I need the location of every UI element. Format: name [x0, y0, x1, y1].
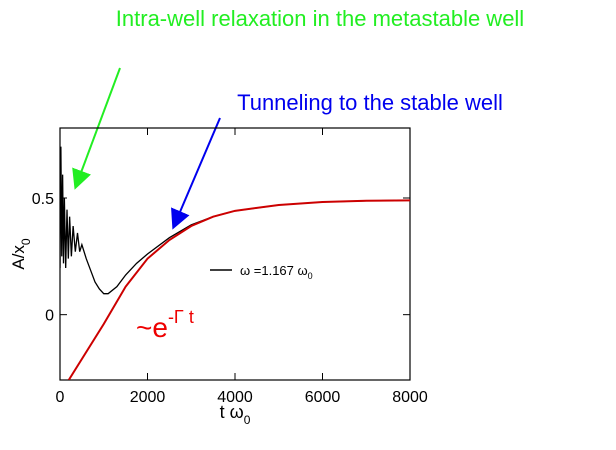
plot-frame — [59, 127, 411, 381]
x-tick-label: 6000 — [305, 389, 341, 406]
legend-sub: 0 — [308, 271, 313, 281]
y-tick-label: 0 — [45, 308, 54, 325]
y-label-sub: 0 — [19, 238, 33, 245]
x-label-main: t ω — [220, 402, 244, 422]
legend-main: ω =1.167 ω — [240, 263, 308, 278]
plot-area — [60, 146, 410, 380]
y-label-main: A/x — [9, 245, 28, 270]
x-label-sub: 0 — [244, 413, 251, 427]
x-tick-label: 4000 — [217, 389, 253, 406]
legend-label: ω =1.167 ω0 — [240, 263, 313, 281]
fit-base: ~e — [136, 312, 168, 343]
x-tick-label: 2000 — [130, 389, 166, 406]
y-tick-label: 0.5 — [32, 191, 54, 208]
annotation-relaxation: Intra-well relaxation in the metastable … — [116, 6, 524, 31]
y-axis-label: A/x0 — [9, 238, 33, 270]
x-axis-label: t ω0 — [220, 402, 251, 427]
series-line — [60, 146, 410, 295]
series-line — [67, 199, 410, 380]
arrow — [171, 117, 221, 230]
x-tick-label: 0 — [56, 389, 65, 406]
annotation-tunneling: Tunneling to the stable well — [237, 90, 503, 115]
x-tick-label: 8000 — [392, 389, 428, 406]
arrow — [72, 67, 121, 190]
annotation-fit: ~e-Γ t — [136, 307, 194, 343]
fit-exponent: -Γ t — [168, 307, 194, 327]
